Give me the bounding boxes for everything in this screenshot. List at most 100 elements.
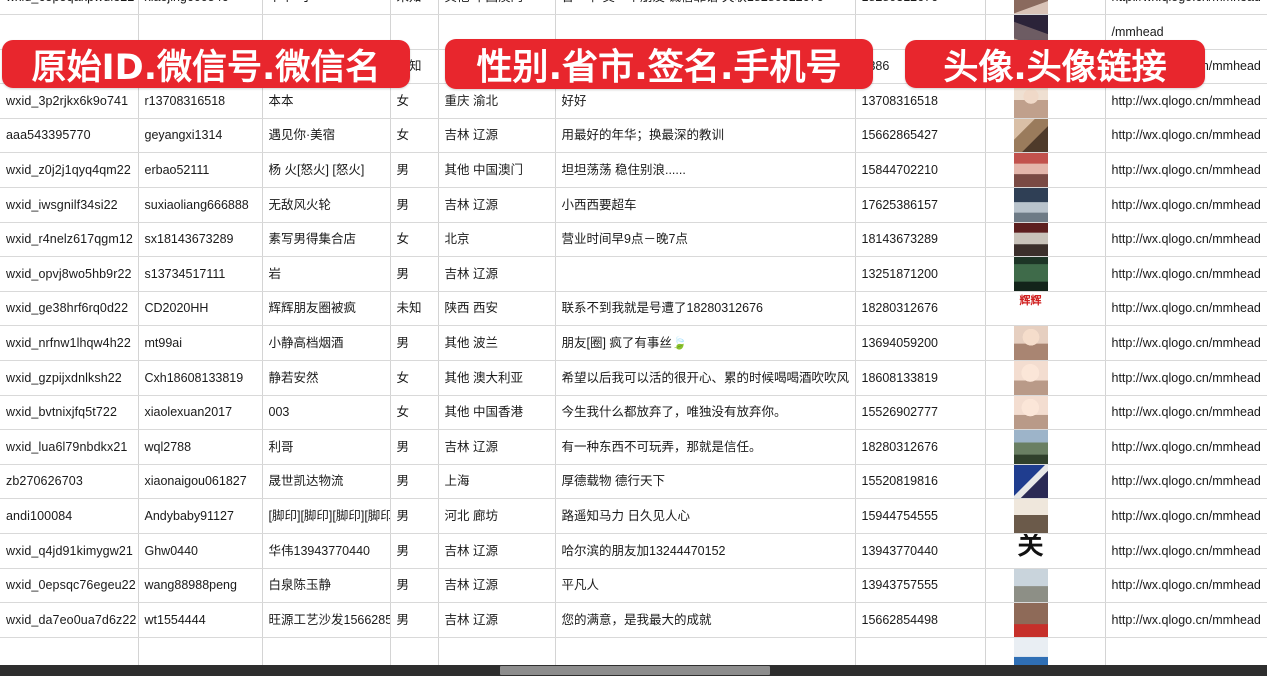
cell-avatar-link[interactable]: http://wx.qlogo.cn/mmhead xyxy=(1105,291,1267,327)
table-row[interactable]: aaa543395770 geyangxi1314 遇见你·美宿女吉林 辽源 用最好的… xyxy=(0,118,1267,154)
cell-original-id[interactable]: wxid_bvtnixjfq5t722 xyxy=(0,395,139,431)
cell-phone[interactable]: 15662865427 xyxy=(855,118,986,154)
cell-avatar[interactable] xyxy=(985,291,1106,327)
cell-original-id[interactable]: wxid_da7eo0ua7d6z22 xyxy=(0,602,139,638)
cell-wechat-id[interactable]: CD2020HH xyxy=(138,291,263,327)
cell-wechat-name[interactable]: 本本 xyxy=(262,83,391,119)
cell-signature[interactable]: 哈尔滨的朋友加13244470152 xyxy=(555,533,856,569)
cell-phone[interactable]: 15944754555 xyxy=(855,498,986,534)
cell-wechat-id[interactable]: xiaolexuan2017 xyxy=(138,395,263,431)
cell-gender[interactable]: 男 xyxy=(390,187,439,223)
cell-phone[interactable]: 18143673289 xyxy=(855,222,986,258)
cell-original-id[interactable]: wxid_gzpijxdnlksh22 xyxy=(0,360,139,396)
cell-wechat-name[interactable]: 小静高档烟酒 xyxy=(262,325,391,362)
cell-original-id[interactable]: wxid_z0j2j1qyq4qm22 xyxy=(0,152,139,189)
cell-wechat-name[interactable]: 岩 xyxy=(262,256,391,292)
cell-gender[interactable]: 男 xyxy=(390,152,439,189)
cell-gender[interactable]: 男 xyxy=(390,325,439,362)
table-row[interactable]: wxid_0epsqc76egeu22 wang88988peng 白泉陈玉静男吉林… xyxy=(0,568,1267,604)
cell-original-id[interactable]: andi100084 xyxy=(0,498,139,534)
table-row[interactable]: wxid_3p2rjkx6k9o741 r13708316518 本本女重庆 渝北好… xyxy=(0,83,1267,119)
cell-gender[interactable]: 女 xyxy=(390,83,439,119)
cell-phone[interactable]: 18280312676 xyxy=(855,291,986,327)
table-row[interactable]: wxid_lua6l79nbdkx21 wql2788 利哥男吉林 辽源 有一种东西不… xyxy=(0,429,1267,465)
cell-gender[interactable]: 未知 xyxy=(390,0,439,16)
cell-gender[interactable]: 男 xyxy=(390,568,439,604)
cell-wechat-id[interactable]: Andybaby91127 xyxy=(138,498,263,534)
cell-province-city[interactable]: 其他 中国香港 xyxy=(438,395,556,431)
cell-avatar-link[interactable]: http://wx.qlogo.cn/mmhead xyxy=(1105,395,1267,431)
cell-phone[interactable]: 18608133819 xyxy=(855,360,986,396)
cell-original-id[interactable]: wxid_ge38hrf6rq0d22 xyxy=(0,291,139,327)
cell-wechat-name[interactable]: 遇见你·美宿 xyxy=(262,118,391,154)
cell-avatar[interactable] xyxy=(985,498,1106,534)
cell-signature[interactable] xyxy=(555,256,856,292)
cell-signature[interactable]: 小西西要超车 xyxy=(555,187,856,223)
cell-province-city[interactable]: 陕西 西安 xyxy=(438,291,556,327)
cell-original-id[interactable]: zb270626703 xyxy=(0,464,139,500)
cell-avatar-link[interactable]: http://wx.qlogo.cn/mmhead xyxy=(1105,256,1267,292)
cell-province-city[interactable]: 吉林 辽源 xyxy=(438,602,556,638)
cell-avatar[interactable] xyxy=(985,83,1106,119)
cell-wechat-id[interactable]: wang88988peng xyxy=(138,568,263,604)
cell-avatar-link[interactable]: http://wx.qlogo.cn/mmhead xyxy=(1105,325,1267,362)
cell-wechat-id[interactable]: sx18143673289 xyxy=(138,222,263,258)
cell-signature[interactable]: 路遥知马力 日久见人心 xyxy=(555,498,856,534)
cell-province-city[interactable]: 北京 xyxy=(438,222,556,258)
cell-phone[interactable]: 13943757555 xyxy=(855,568,986,604)
horizontal-scrollbar-thumb[interactable] xyxy=(500,666,770,675)
cell-gender[interactable]: 男 xyxy=(390,602,439,638)
cell-avatar[interactable] xyxy=(985,152,1106,189)
cell-province-city[interactable]: 其他 波兰 xyxy=(438,325,556,362)
cell-wechat-id[interactable]: geyangxi1314 xyxy=(138,118,263,154)
cell-province-city[interactable]: 吉林 辽源 xyxy=(438,568,556,604)
table-row[interactable]: wxid_iwsgnilf34si22 suxiaoliang666888 无敌风火… xyxy=(0,187,1267,223)
cell-avatar-link[interactable]: http://wx.qlogo.cn/mmhead xyxy=(1105,568,1267,604)
cell-province-city[interactable]: 重庆 渝北 xyxy=(438,83,556,119)
cell-gender[interactable]: 男 xyxy=(390,498,439,534)
table-row[interactable]: wxid_ge38hrf6rq0d22 CD2020HH 辉辉朋友圈被疯 未知 陕西 西… xyxy=(0,291,1267,327)
cell-gender[interactable]: 女 xyxy=(390,360,439,396)
cell-wechat-id[interactable]: xiaonaigou061827 xyxy=(138,464,263,500)
cell-province-city[interactable]: 吉林 辽源 xyxy=(438,118,556,154)
cell-wechat-name[interactable]: 旺源工艺沙发15662854 xyxy=(262,602,391,638)
cell-phone[interactable]: 18280312676 xyxy=(855,429,986,465)
cell-signature[interactable]: 朋友[圈] 疯了有事丝🍃 xyxy=(555,325,856,362)
cell-avatar[interactable] xyxy=(985,0,1106,16)
table-row[interactable]: wxid_65p5qakpwuie22xiaojing600546丫丫~小未知其… xyxy=(0,0,1267,16)
cell-signature[interactable]: 好好 xyxy=(555,83,856,119)
cell-wechat-name[interactable]: 素写男得集合店 xyxy=(262,222,391,258)
cell-signature[interactable]: 您的满意，是我最大的成就 xyxy=(555,602,856,638)
cell-signature[interactable]: 厚德载物 德行天下 xyxy=(555,464,856,500)
cell-gender[interactable]: 未知 xyxy=(390,291,439,327)
cell-province-city[interactable]: 其他 中国澳门 xyxy=(438,0,556,16)
table-row[interactable]: wxid_z0j2j1qyq4qm22 erbao52111 杨 火[怒火] [怒火… xyxy=(0,152,1267,189)
cell-gender[interactable]: 女 xyxy=(390,222,439,258)
cell-wechat-name[interactable]: 杨 火[怒火] [怒火] xyxy=(262,152,391,189)
cell-avatar-link[interactable]: http://wx.qlogo.cn/mmhead xyxy=(1105,83,1267,119)
cell-gender[interactable]: 男 xyxy=(390,533,439,569)
cell-avatar[interactable] xyxy=(985,360,1106,396)
table-row[interactable]: wxid_nrfnw1lhqw4h22 mt99ai 小静高档烟酒男其他 波兰 朋友[… xyxy=(0,325,1267,362)
cell-province-city[interactable]: 吉林 辽源 xyxy=(438,429,556,465)
cell-avatar-link[interactable]: http://wx.qlogo.cn/mmhead xyxy=(1105,498,1267,534)
cell-original-id[interactable]: wxid_r4nelz617qgm12 xyxy=(0,222,139,258)
cell-wechat-id[interactable]: mt99ai xyxy=(138,325,263,362)
cell-wechat-id[interactable]: wt1554444 xyxy=(138,602,263,638)
cell-wechat-name[interactable]: [脚印][脚印][脚印][脚印 xyxy=(262,498,391,534)
cell-signature[interactable]: 今生我什么都放弃了，唯独没有放弃你。 xyxy=(555,395,856,431)
cell-original-id[interactable]: wxid_nrfnw1lhqw4h22 xyxy=(0,325,139,362)
cell-province-city[interactable]: 上海 xyxy=(438,464,556,500)
cell-avatar[interactable] xyxy=(985,256,1106,292)
cell-gender[interactable]: 男 xyxy=(390,256,439,292)
cell-original-id[interactable]: wxid_iwsgnilf34si22 xyxy=(0,187,139,223)
cell-wechat-id[interactable]: xiaojing600546 xyxy=(138,0,263,16)
cell-phone[interactable]: 15526902777 xyxy=(855,395,986,431)
cell-phone[interactable]: 15662854498 xyxy=(855,602,986,638)
cell-signature[interactable]: 希望以后我可以活的很开心、累的时候喝喝酒吹吹风 xyxy=(555,360,856,396)
cell-original-id[interactable]: wxid_lua6l79nbdkx21 xyxy=(0,429,139,465)
cell-avatar-link[interactable]: http://wx.qlogo.cn/mmhead xyxy=(1105,464,1267,500)
cell-avatar[interactable] xyxy=(985,464,1106,500)
horizontal-scrollbar[interactable] xyxy=(0,665,1267,676)
cell-province-city[interactable]: 河北 廊坊 xyxy=(438,498,556,534)
